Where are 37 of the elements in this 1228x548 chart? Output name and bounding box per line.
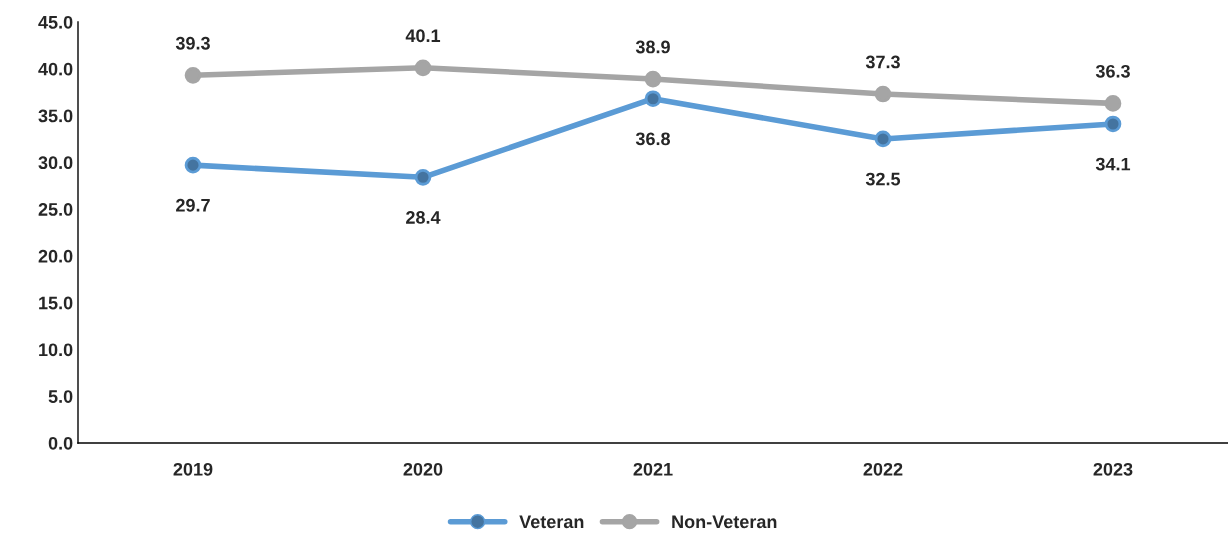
legend-label: Veteran bbox=[519, 515, 584, 529]
point bbox=[1104, 95, 1122, 112]
y-tick-label: 5.0 bbox=[48, 390, 73, 403]
data-label: 39.3 bbox=[175, 36, 210, 50]
data-label: 34.1 bbox=[1095, 157, 1131, 171]
point bbox=[874, 85, 892, 103]
point bbox=[414, 168, 432, 186]
data-label: 29.7 bbox=[176, 198, 210, 212]
data-label: 32.5 bbox=[865, 172, 901, 186]
y-tick-label: 0.0 bbox=[48, 436, 73, 450]
data-label: 28.4 bbox=[406, 211, 441, 224]
x-tick-label: 2021 bbox=[633, 462, 673, 476]
point bbox=[644, 70, 662, 88]
point bbox=[644, 90, 662, 108]
y-tick-label: 40.0 bbox=[38, 62, 73, 76]
data-label: 40.1 bbox=[405, 29, 441, 43]
point bbox=[874, 130, 892, 148]
x-tick-label: 2022 bbox=[863, 462, 903, 476]
data-label: 36.8 bbox=[635, 132, 671, 146]
y-tick-label: 35.0 bbox=[38, 109, 73, 123]
point bbox=[414, 59, 432, 77]
y-tick-label: 15.0 bbox=[39, 296, 73, 310]
y-tick-label: 25.0 bbox=[38, 203, 73, 216]
y-tick-label: 45.0 bbox=[38, 15, 73, 29]
point bbox=[184, 66, 202, 84]
data-label: 38.9 bbox=[635, 40, 670, 54]
y-tick-label: 30.0 bbox=[38, 156, 73, 170]
y-tick-label: 20.0 bbox=[38, 249, 73, 263]
data-label: 37.3 bbox=[865, 55, 900, 69]
y-tick-label: 10.0 bbox=[39, 343, 73, 357]
data-label: 36.3 bbox=[1095, 64, 1130, 78]
legend-label: Non-Veteran bbox=[672, 515, 777, 529]
point bbox=[184, 156, 202, 174]
x-tick-label: 2020 bbox=[403, 462, 443, 476]
x-tick-label: 2023 bbox=[1093, 462, 1133, 476]
x-tick-label: 2019 bbox=[173, 462, 213, 476]
point bbox=[1104, 115, 1122, 133]
